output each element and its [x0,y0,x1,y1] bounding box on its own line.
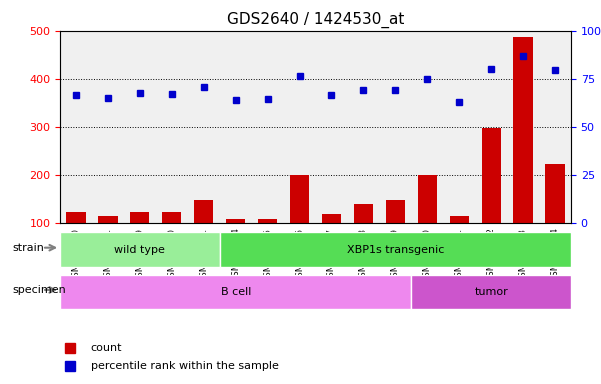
FancyBboxPatch shape [411,275,571,309]
Bar [67,212,86,271]
Text: percentile rank within the sample: percentile rank within the sample [91,361,279,371]
Bar [513,37,532,271]
Text: XBP1s transgenic: XBP1s transgenic [347,245,444,255]
Bar [194,200,213,271]
Title: GDS2640 / 1424530_at: GDS2640 / 1424530_at [227,12,404,28]
Bar [386,200,405,271]
Text: specimen: specimen [12,285,66,295]
Bar [99,215,118,271]
Bar [481,127,501,271]
Bar [226,219,245,271]
Bar [130,212,150,271]
Bar [545,164,564,271]
Bar [450,215,469,271]
Bar [354,204,373,271]
Bar [290,175,309,271]
Text: count: count [91,343,122,353]
Text: tumor: tumor [474,287,508,297]
Bar [258,219,277,271]
Text: B cell: B cell [221,287,251,297]
FancyBboxPatch shape [60,275,411,309]
FancyBboxPatch shape [60,232,220,267]
Bar [162,212,182,271]
Bar [418,175,437,271]
Bar [322,214,341,271]
FancyBboxPatch shape [220,232,571,267]
Text: wild type: wild type [114,245,165,255]
Text: strain: strain [12,243,44,253]
